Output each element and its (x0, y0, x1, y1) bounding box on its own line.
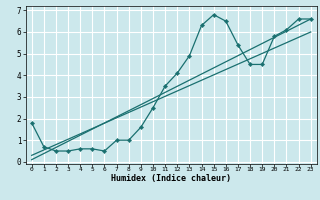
X-axis label: Humidex (Indice chaleur): Humidex (Indice chaleur) (111, 174, 231, 183)
